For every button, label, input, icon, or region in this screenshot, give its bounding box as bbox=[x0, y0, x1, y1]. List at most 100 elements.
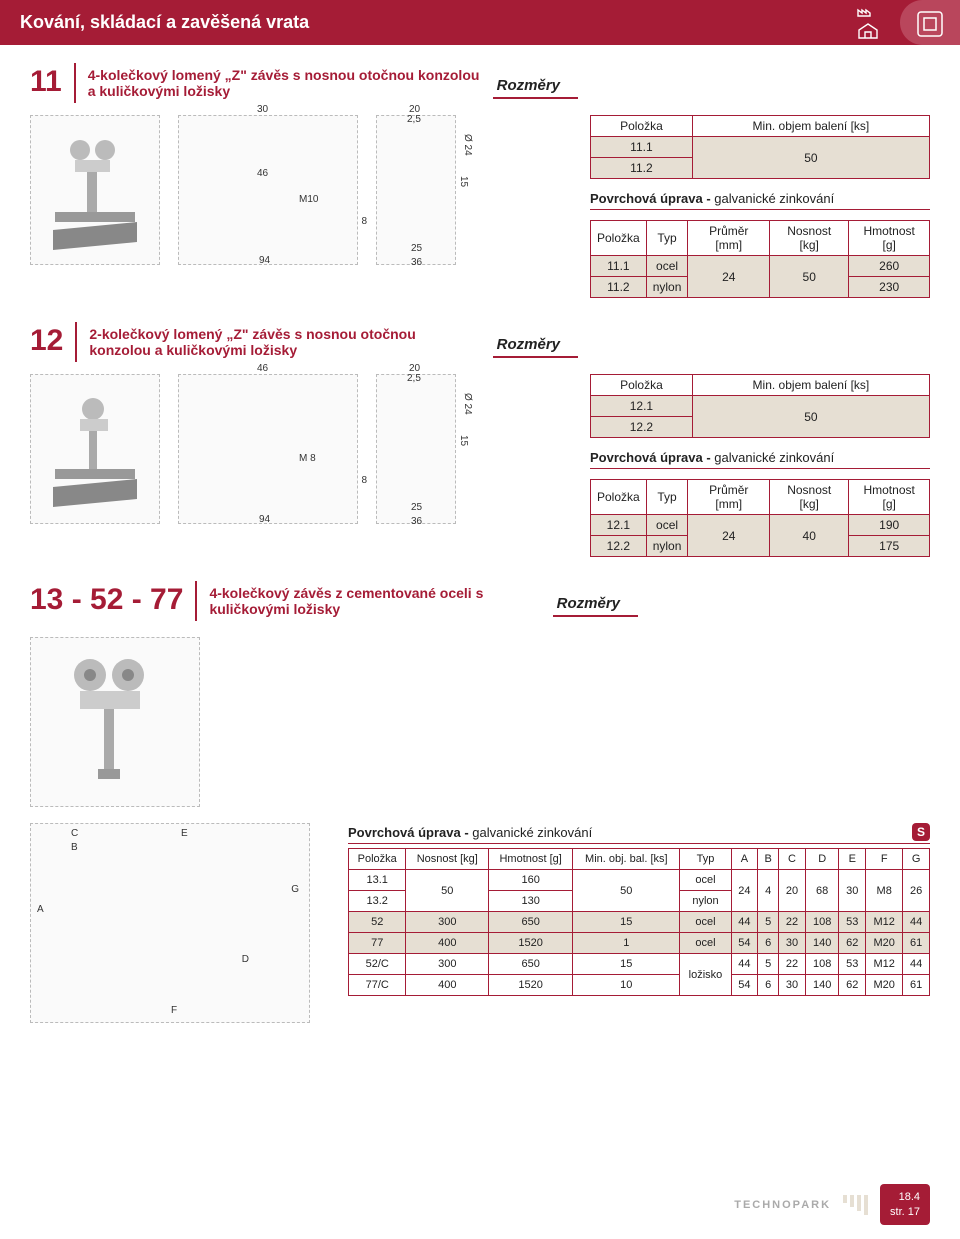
dim: C bbox=[71, 828, 78, 839]
th: D bbox=[805, 849, 839, 870]
cell: 20 bbox=[779, 870, 806, 912]
section-11-header: 11 4-kolečkový lomený „Z" závěs s nosnou… bbox=[30, 63, 930, 103]
cell: 11.2 bbox=[591, 158, 693, 179]
page-title: Kování, skládací a zavěšená vrata bbox=[20, 12, 309, 32]
cell: 15 bbox=[573, 912, 680, 933]
table-12-packaging: Položka Min. objem balení [ks] 12.1 50 1… bbox=[590, 374, 930, 438]
cell: 175 bbox=[849, 536, 930, 557]
surface-b: Povrchová úprava - bbox=[590, 450, 711, 465]
th: F bbox=[866, 849, 903, 870]
divider bbox=[195, 581, 197, 621]
th: Průměr [mm] bbox=[688, 221, 770, 256]
cell: 22 bbox=[779, 954, 806, 975]
section-12: 12 2-kolečkový lomený „Z" závěs s nosnou… bbox=[30, 322, 930, 557]
cell: 50 bbox=[406, 870, 489, 912]
dim: 30 bbox=[257, 104, 268, 115]
cell: 160 bbox=[489, 870, 573, 891]
section-13-dims-label: Rozměry bbox=[553, 595, 638, 617]
cell: 1520 bbox=[489, 933, 573, 954]
dim: 36 bbox=[411, 516, 422, 527]
cell: 50 bbox=[573, 870, 680, 912]
dim: 46 bbox=[257, 168, 268, 179]
dim: D bbox=[242, 954, 249, 965]
th: Typ bbox=[646, 221, 688, 256]
cell: 11.2 bbox=[591, 277, 647, 298]
tab-notch bbox=[900, 0, 960, 45]
cell: 1520 bbox=[489, 975, 573, 996]
section-11-title: 4-kolečkový lomený „Z" závěs s nosnou ot… bbox=[88, 63, 481, 99]
th: Nosnost [kg] bbox=[406, 849, 489, 870]
cell: 50 bbox=[692, 137, 929, 179]
drawing-12-front: 46 M 8 94 8 bbox=[178, 374, 358, 524]
drawing-12-photo bbox=[30, 374, 160, 524]
cell: 44 bbox=[903, 912, 930, 933]
th: C bbox=[779, 849, 806, 870]
cell: nylon bbox=[680, 891, 731, 912]
surface-finish-13: Povrchová úprava - galvanické zinkování … bbox=[348, 823, 930, 844]
dim: 94 bbox=[259, 514, 270, 525]
th: Položka bbox=[349, 849, 406, 870]
section-13-table-wrap: Povrchová úprava - galvanické zinkování … bbox=[348, 823, 930, 1023]
divider bbox=[74, 63, 76, 103]
th-polozka: Položka bbox=[591, 116, 693, 137]
cell: ocel bbox=[680, 870, 731, 891]
section-13-bottom: C B E A G D F Povrchová úprava - galvani… bbox=[30, 823, 930, 1023]
dim: 15 bbox=[458, 435, 469, 446]
dim: G bbox=[291, 884, 299, 895]
cell: 190 bbox=[849, 515, 930, 536]
th: Typ bbox=[646, 480, 688, 515]
section-12-header: 12 2-kolečkový lomený „Z" závěs s nosnou… bbox=[30, 322, 930, 362]
cell: 140 bbox=[805, 933, 839, 954]
cell: 44 bbox=[731, 954, 758, 975]
cell: 5 bbox=[758, 912, 779, 933]
header-band: Kování, skládací a zavěšená vrata bbox=[0, 0, 960, 45]
roller-photo-icon bbox=[50, 647, 180, 797]
bracket-photo-icon bbox=[45, 130, 145, 250]
section-12-title: 2-kolečkový lomený „Z" závěs s nosnou ot… bbox=[89, 322, 480, 358]
th: Nosnost [kg] bbox=[770, 480, 849, 515]
section-13-number: 13 - 52 - 77 bbox=[30, 581, 183, 615]
cell: 5 bbox=[758, 954, 779, 975]
cell: 77 bbox=[349, 933, 406, 954]
s-badge: S bbox=[912, 823, 930, 841]
cell: ocel bbox=[680, 912, 731, 933]
cell: 230 bbox=[849, 277, 930, 298]
cell: ocel bbox=[646, 256, 688, 277]
section-13: 13 - 52 - 77 4-kolečkový závěs z cemento… bbox=[30, 581, 930, 1023]
section-12-content: 46 M 8 94 8 20 2,5 Ø 24 15 25 36 Pol bbox=[30, 374, 930, 557]
th: Typ bbox=[680, 849, 731, 870]
dim: 25 bbox=[411, 243, 422, 254]
cell: 300 bbox=[406, 954, 489, 975]
cell: 12.1 bbox=[591, 515, 647, 536]
cell: 30 bbox=[839, 870, 866, 912]
th: Položka bbox=[591, 375, 693, 396]
section-11-tables: Položka Min. objem balení [ks] 11.1 50 1… bbox=[590, 115, 930, 298]
cell: 30 bbox=[779, 975, 806, 996]
cell: 11.1 bbox=[591, 137, 693, 158]
th: Průměr [mm] bbox=[688, 480, 770, 515]
dim: E bbox=[181, 828, 188, 839]
th: Hmotnost [g] bbox=[849, 221, 930, 256]
cell: nylon bbox=[646, 536, 688, 557]
cell: 50 bbox=[692, 396, 929, 438]
table-12-spec: Položka Typ Průměr [mm] Nosnost [kg] Hmo… bbox=[590, 479, 930, 557]
cell: 44 bbox=[731, 912, 758, 933]
cell: 300 bbox=[406, 912, 489, 933]
surface-rest: galvanické zinkování bbox=[711, 191, 835, 206]
cell: 130 bbox=[489, 891, 573, 912]
drawing-11-side: 20 2,5 Ø 24 15 25 36 bbox=[376, 115, 456, 265]
surface-b: Povrchová úprava - bbox=[590, 191, 711, 206]
cell: 13.1 bbox=[349, 870, 406, 891]
th: Nosnost [kg] bbox=[770, 221, 849, 256]
dim: 15 bbox=[458, 176, 469, 187]
cell: 26 bbox=[903, 870, 930, 912]
section-11: 11 4-kolečkový lomený „Z" závěs s nosnou… bbox=[30, 63, 930, 298]
cell: 30 bbox=[779, 933, 806, 954]
th: A bbox=[731, 849, 758, 870]
cell: 6 bbox=[758, 975, 779, 996]
cell: 44 bbox=[903, 954, 930, 975]
footer-page-1: 18.4 bbox=[890, 1190, 920, 1204]
cell: 53 bbox=[839, 954, 866, 975]
cell: 77/C bbox=[349, 975, 406, 996]
cell: 140 bbox=[805, 975, 839, 996]
